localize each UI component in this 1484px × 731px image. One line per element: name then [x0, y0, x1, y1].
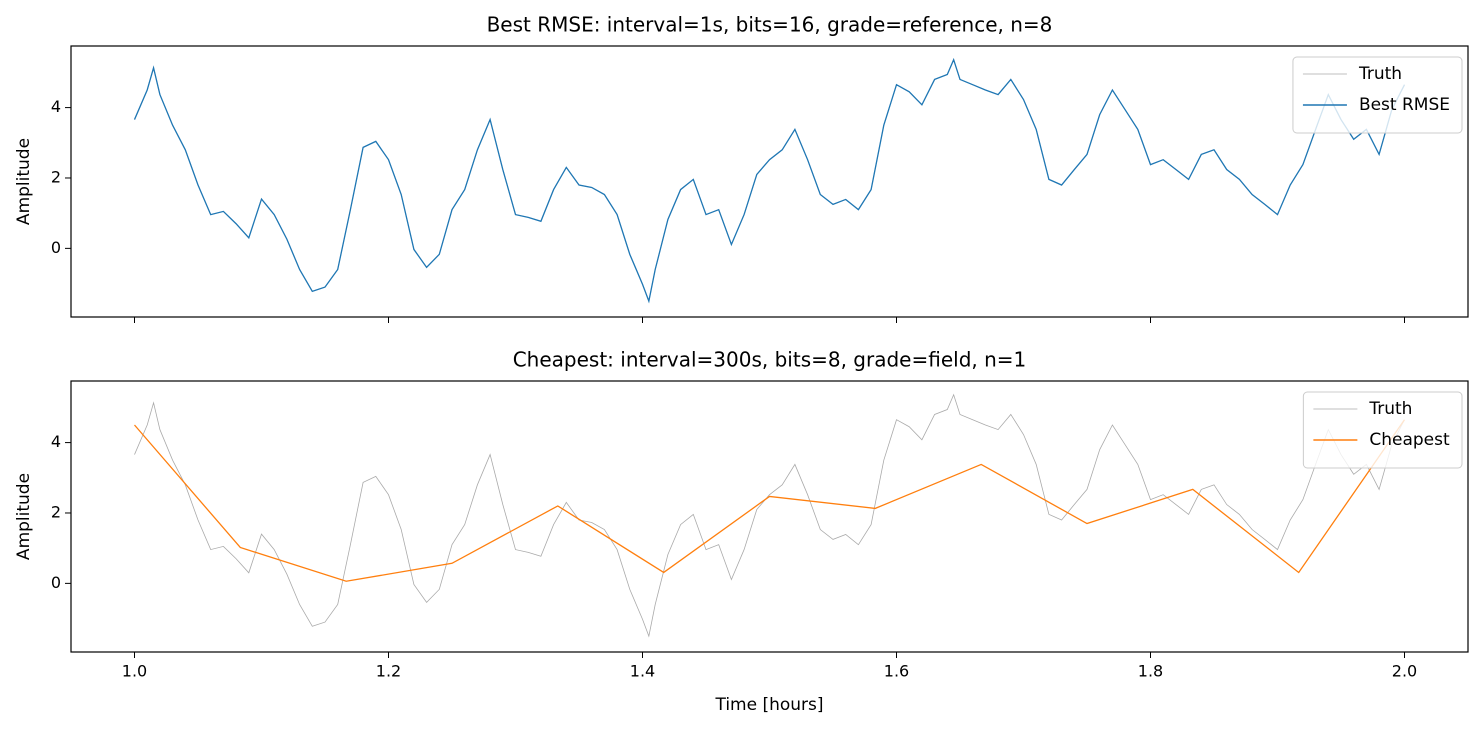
- y-axis-label: Amplitude: [14, 138, 34, 225]
- series-line: [134, 393, 1405, 638]
- x-axis-label: Time [hours]: [714, 695, 823, 715]
- y-axis-label: Amplitude: [14, 473, 34, 560]
- y-tick-label: 0: [51, 573, 61, 592]
- x-tick-label: 1.2: [376, 662, 401, 681]
- x-tick-label: 1.8: [1138, 662, 1163, 681]
- plot-frame: [70, 45, 1469, 318]
- series-line: [134, 58, 1405, 303]
- legend-text: Truth: [1358, 64, 1402, 84]
- y-tick-label: 4: [51, 432, 61, 451]
- y-tick-label: 2: [51, 167, 61, 186]
- y-tick-label: 0: [51, 238, 61, 257]
- legend-text: Truth: [1368, 399, 1412, 419]
- legend-box: [1302, 391, 1463, 469]
- x-tick-label: 1.0: [122, 662, 147, 681]
- plot-frame: [70, 380, 1469, 653]
- chart-title: Cheapest: interval=300s, bits=8, grade=f…: [513, 348, 1027, 372]
- legend-text: Best RMSE: [1359, 95, 1450, 115]
- chart-title: Best RMSE: interval=1s, bits=16, grade=r…: [487, 13, 1053, 37]
- legend-text: Cheapest: [1369, 430, 1450, 450]
- x-tick-label: 1.4: [630, 662, 655, 681]
- x-tick-label: 2.0: [1392, 662, 1417, 681]
- y-tick-label: 4: [51, 97, 61, 116]
- series-line: [134, 419, 1406, 582]
- legend-box: [1292, 56, 1463, 134]
- series-line: [133, 57, 1406, 304]
- y-tick-label: 2: [51, 502, 61, 521]
- x-tick-label: 1.6: [884, 662, 909, 681]
